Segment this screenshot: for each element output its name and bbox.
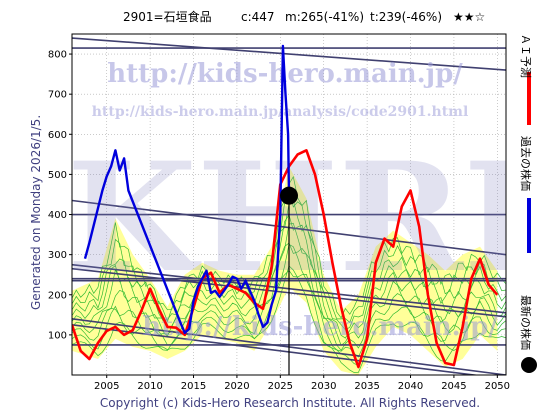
y-tick-label: 700 [48,90,67,101]
series-ai-forecast [72,149,499,369]
y-tick-label: 200 [48,290,67,301]
y-tick-label: 500 [48,170,67,181]
x-tick-label: 2015 [181,381,206,392]
y-tick-label: 600 [48,130,67,141]
y-tick-label: 400 [48,210,67,221]
watermark-big: KHRI [67,130,534,306]
legend-latest-label: 最新の株価 [519,295,533,350]
chart-median-price: m:265(-41%) [285,10,364,24]
y-tick-label: 100 [48,330,67,341]
chart-code-name: 2901=石垣食品 [123,9,212,24]
legend: ＡＩ予測 過去の株価 最新の株価 [519,34,537,373]
latest-marker [280,186,298,375]
chart-current-price: c:447 [241,10,275,24]
chart-target-price: t:239(-46%) [370,10,442,24]
x-tick-label: 2040 [398,381,423,392]
copyright-footer: Copyright (c) Kids-Hero Research Institu… [100,396,480,410]
watermark-url-sub: http://kids-hero.main.jp/analysis/code29… [92,104,469,120]
x-tick-label: 2025 [268,381,293,392]
chart-rating-stars: ★★☆ [453,10,485,24]
x-tick-label: 2045 [441,381,466,392]
x-tick-label: 2020 [224,381,249,392]
watermark-url-lower: http://kids-hero.main.jp/ [142,312,498,342]
forecast-band [72,166,498,375]
trend-line [72,37,506,71]
x-tick-label: 2035 [354,381,379,392]
legend-ai-label: ＡＩ予測 [519,34,533,78]
y-tick-label: 800 [48,50,67,61]
plot-frame [71,33,507,376]
series-past-price [83,44,291,335]
y-tick-label: 300 [48,250,67,261]
generated-date-label: Generated on Monday 2026/1/5. [29,115,43,310]
legend-latest-swatch [521,357,537,373]
band-area [72,166,498,375]
legend-past-label: 過去の株価 [519,136,533,191]
x-tick-label: 2005 [94,381,119,392]
axis-ticks: 100 200 300 400 500 600 700 800 2005 2010 2015 2020… [48,50,510,392]
x-tick-label: 2050 [485,381,510,392]
series-lines [72,44,499,369]
x-tick-label: 2030 [311,381,336,392]
latest-price-dot [280,186,298,205]
x-tick-label: 2010 [137,381,162,392]
